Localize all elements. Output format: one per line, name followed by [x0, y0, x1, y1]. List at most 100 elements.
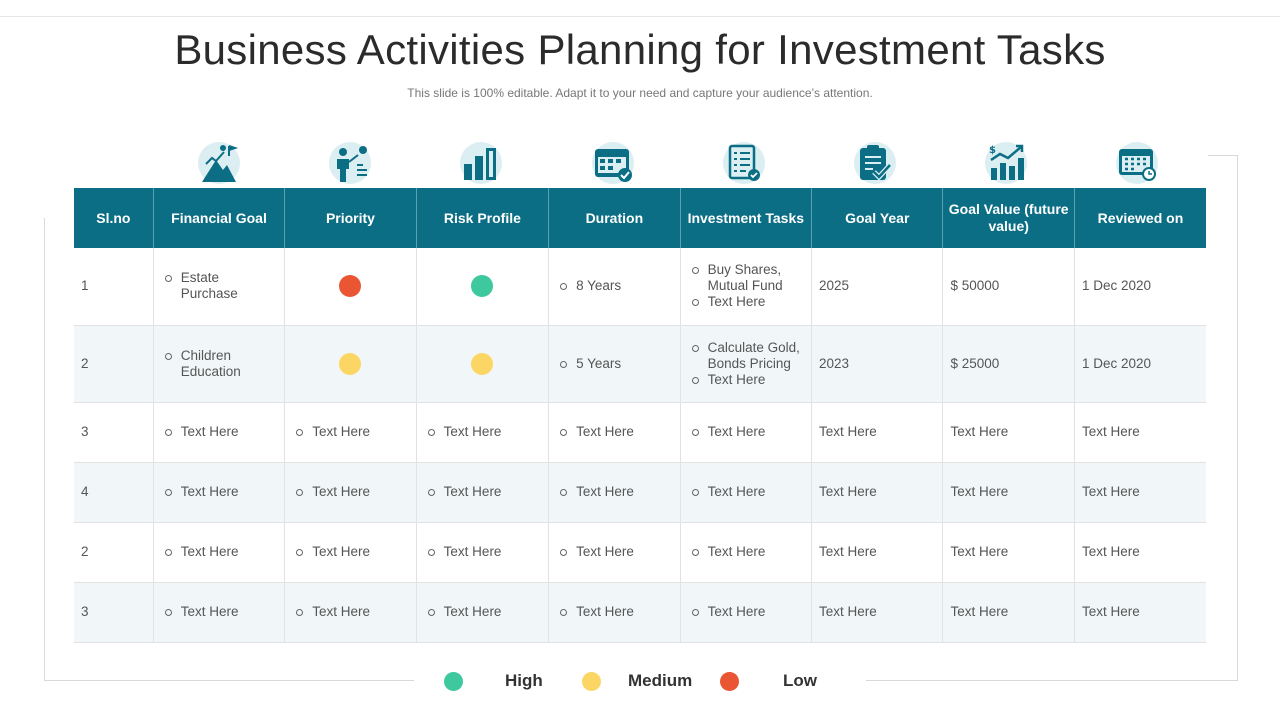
- list-item: Text Here: [691, 424, 804, 440]
- investment-tasks-cell: Buy Shares, Mutual Fund Text Here: [680, 248, 813, 326]
- list-item: Text Here: [560, 544, 672, 560]
- list-item: Text Here: [296, 544, 408, 560]
- reviewed-on-cell: Text Here: [1074, 402, 1206, 463]
- list-item: Text Here: [560, 424, 672, 440]
- list-item: 8 Years: [560, 278, 672, 294]
- reviewed-on-cell: Text Here: [1074, 582, 1206, 643]
- goal-year-cell: Text Here: [811, 522, 944, 583]
- slno-cell: 2: [74, 325, 154, 403]
- investment-tasks-cell: Calculate Gold, Bonds Pricing Text Here: [680, 325, 813, 403]
- column-header: Sl.no: [74, 188, 154, 248]
- slno-cell: 2: [74, 522, 154, 583]
- duration-cell: Text Here: [548, 582, 681, 643]
- list-item: Estate Purchase: [164, 270, 277, 302]
- list-item: Text Here: [560, 484, 672, 500]
- financial-goal-cell: Estate Purchase: [153, 248, 286, 326]
- list-item: Text Here: [164, 604, 277, 620]
- goal-year-cell: Text Here: [811, 582, 944, 643]
- priority-cell: [284, 325, 417, 403]
- goal-value-cell: Text Here: [942, 402, 1075, 463]
- legend-item-medium: [582, 668, 601, 694]
- priority-cell: Text Here: [284, 582, 417, 643]
- calendar-clock-icon: [1071, 138, 1202, 188]
- list-item: Text Here: [691, 294, 804, 310]
- table-row: 3 Text Here Text Here Text Here Text Here Tex…: [74, 582, 1206, 643]
- legend-label-low: Low: [783, 671, 817, 690]
- duration-cell: Text Here: [548, 522, 681, 583]
- list-item: Text Here: [691, 604, 804, 620]
- high-dot-icon: [471, 275, 494, 298]
- mountain-goal-icon: [153, 138, 284, 188]
- frame-mask: [414, 670, 866, 690]
- checklist-icon: [678, 138, 809, 188]
- bar-chart-icon: [415, 138, 546, 188]
- investment-tasks-cell: Text Here: [680, 402, 813, 463]
- goal-year-cell: Text Here: [811, 402, 944, 463]
- duration-cell: Text Here: [548, 462, 681, 523]
- column-icons: $: [74, 138, 1206, 188]
- risk-profile-cell: [416, 325, 550, 403]
- page-title: Business Activities Planning for Investm…: [174, 26, 1106, 73]
- slno-cell: 3: [74, 582, 154, 643]
- svg-text:$: $: [989, 145, 996, 156]
- table-row: 2 Children Education 5 Years Calculate Gold…: [74, 325, 1206, 403]
- list-item: Children Education: [164, 348, 277, 380]
- goal-value-cell: $ 25000: [942, 325, 1075, 403]
- goal-year-cell: 2025: [811, 248, 944, 326]
- list-item: Text Here: [164, 544, 277, 560]
- goal-year-cell: Text Here: [811, 462, 944, 523]
- column-header: Reviewed on: [1074, 188, 1206, 248]
- list-item: Text Here: [691, 544, 804, 560]
- list-item: Text Here: [296, 604, 408, 620]
- investment-tasks-cell: Text Here: [680, 582, 813, 643]
- slno-cell: 3: [74, 402, 154, 463]
- priority-cell: Text Here: [284, 522, 417, 583]
- financial-goal-cell: Text Here: [153, 582, 286, 643]
- column-header: Priority: [284, 188, 417, 248]
- reviewed-on-cell: Text Here: [1074, 462, 1206, 523]
- legend-item-high: [444, 668, 463, 694]
- risk-profile-cell: Text Here: [416, 462, 550, 523]
- list-item: 5 Years: [560, 356, 672, 372]
- page-subtitle: This slide is 100% editable. Adapt it to…: [407, 86, 873, 100]
- legend-item-low: [720, 668, 739, 694]
- list-item: Text Here: [427, 544, 541, 560]
- list-item: Calculate Gold, Bonds Pricing: [691, 340, 804, 372]
- duration-cell: 5 Years: [548, 325, 681, 403]
- table-header-row: Sl.no Financial Goal Priority Risk Profi…: [74, 188, 1206, 248]
- table-row: 2 Text Here Text Here Text Here Text Here Tex…: [74, 522, 1206, 583]
- column-header: Financial Goal: [153, 188, 286, 248]
- list-item: Text Here: [691, 484, 804, 500]
- column-header: Risk Profile: [416, 188, 550, 248]
- list-item: Buy Shares, Mutual Fund: [691, 262, 804, 294]
- clipboard-check-icon: [809, 138, 940, 188]
- legend-label-medium: Medium: [628, 671, 693, 690]
- calendar-icon: [547, 138, 678, 188]
- goal-value-cell: Text Here: [942, 582, 1075, 643]
- low-dot-icon: [339, 275, 362, 298]
- financial-goal-cell: Children Education: [153, 325, 286, 403]
- list-item: Text Here: [560, 604, 672, 620]
- financial-goal-cell: Text Here: [153, 522, 286, 583]
- reviewed-on-cell: Text Here: [1074, 522, 1206, 583]
- duration-cell: 8 Years: [548, 248, 681, 326]
- risk-profile-cell: Text Here: [416, 582, 550, 643]
- reviewed-on-cell: 1 Dec 2020: [1074, 325, 1206, 403]
- goal-value-cell: Text Here: [942, 462, 1075, 523]
- list-item: Text Here: [427, 484, 541, 500]
- list-item: Text Here: [427, 604, 541, 620]
- list-item: Text Here: [296, 424, 408, 440]
- risk-profile-cell: Text Here: [416, 522, 550, 583]
- medium-dot-icon: [339, 352, 362, 375]
- list-item: Text Here: [427, 424, 541, 440]
- goal-value-cell: $ 50000: [942, 248, 1075, 326]
- duration-cell: Text Here: [548, 402, 681, 463]
- priority-cell: [284, 248, 417, 326]
- reviewed-on-cell: 1 Dec 2020: [1074, 248, 1206, 326]
- top-divider: [0, 16, 1280, 17]
- list-item: Text Here: [296, 484, 408, 500]
- risk-profile-cell: Text Here: [416, 402, 550, 463]
- investment-tasks-cell: Text Here: [680, 522, 813, 583]
- column-header: Investment Tasks: [680, 188, 813, 248]
- slno-cell: 1: [74, 248, 154, 326]
